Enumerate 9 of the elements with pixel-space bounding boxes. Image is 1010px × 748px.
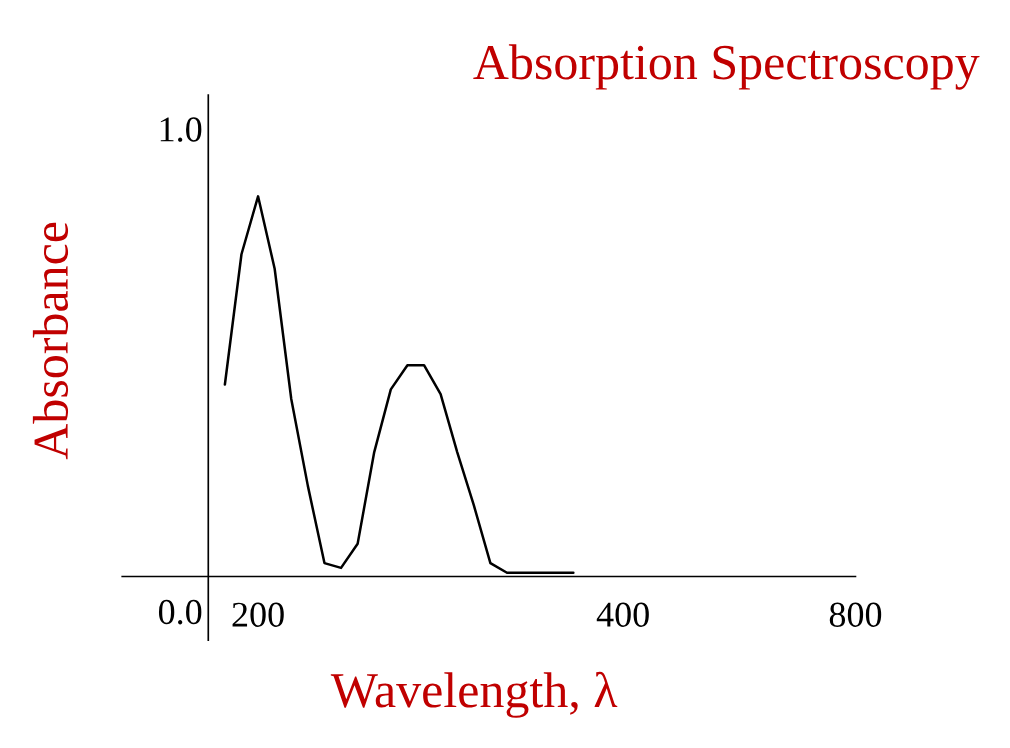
x-axis-title: Wavelength, λ — [330, 671, 618, 718]
x-tick-label: 200 — [232, 602, 284, 627]
y-axis-title: Absorbance — [32, 222, 69, 460]
x-tick-label: 400 — [596, 602, 649, 627]
chart-title: Absorption Spectroscopy — [473, 44, 980, 90]
x-tick-label: 800 — [829, 602, 882, 627]
y-tick-label: 1.0 — [160, 117, 202, 142]
y-tick-label: 0.0 — [158, 599, 202, 625]
line-series — [223, 195, 575, 574]
